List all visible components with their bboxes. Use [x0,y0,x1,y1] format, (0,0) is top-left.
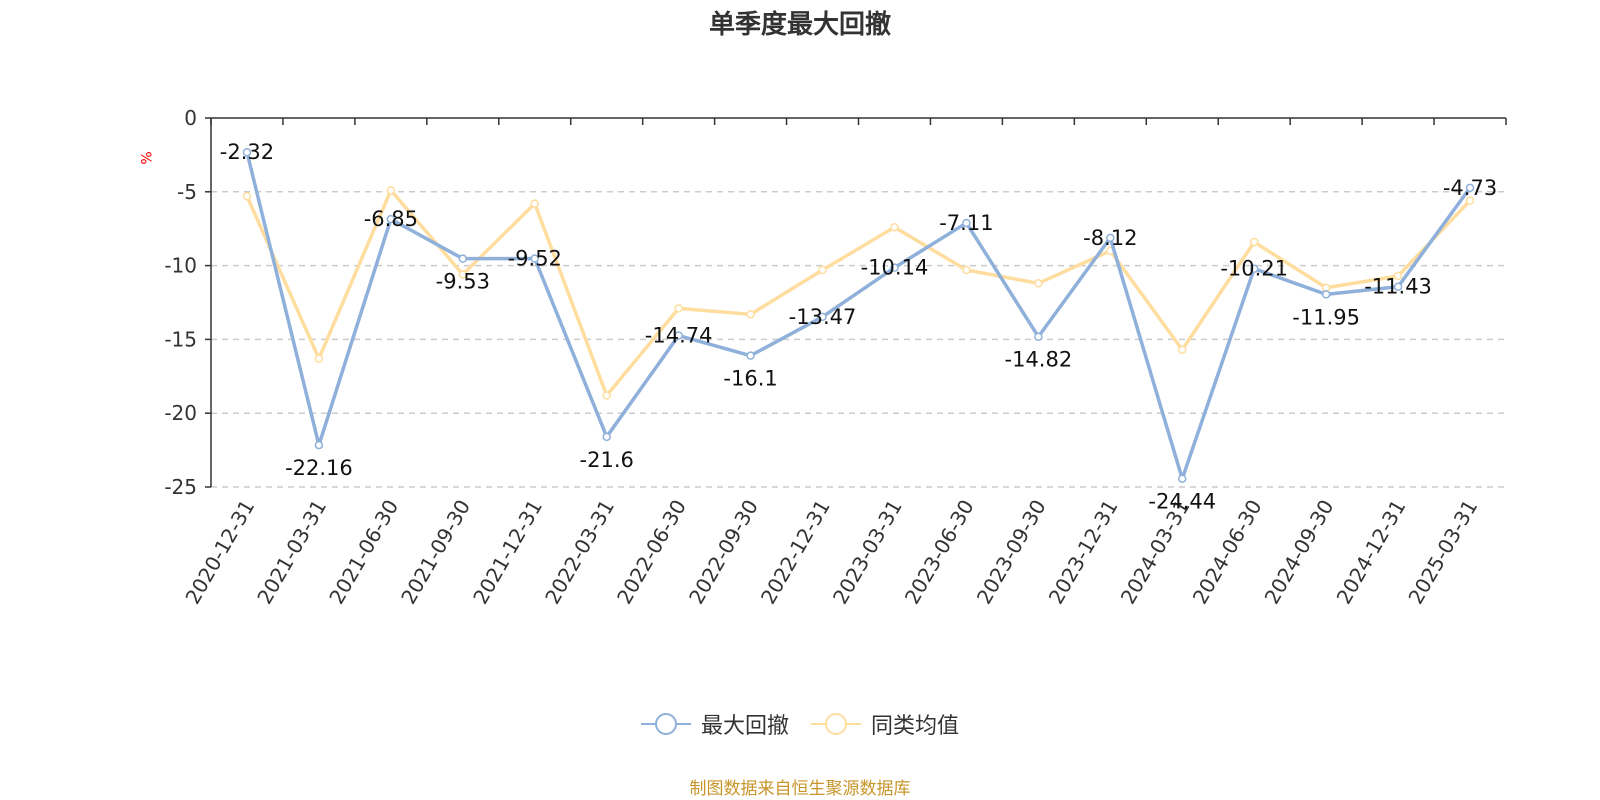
x-tick-label: 2023-06-30 [900,496,979,609]
data-label: -22.16 [285,456,353,480]
data-label: -8.12 [1083,226,1137,250]
legend: 最大回撤 同类均值 [0,708,1600,740]
x-tick-label: 2024-09-30 [1260,496,1339,609]
data-point[interactable] [1465,183,1475,193]
data-label: -9.52 [508,247,562,271]
x-tick-label: 2020-12-31 [180,496,259,609]
legend-label-max-drawdown: 最大回撤 [700,714,789,739]
legend-marker-max-drawdown-icon [640,713,691,735]
data-label: -10.21 [1220,257,1288,281]
legend-item-peer-average[interactable]: 同类均值 [811,708,959,740]
legend-item-max-drawdown[interactable]: 最大回撤 [640,708,789,740]
data-point[interactable] [314,354,324,363]
y-tick-label: -5 [177,180,197,204]
y-tick-label: -25 [164,475,197,499]
data-source-note: 制图数据来自恒生聚源数据库 [689,779,911,799]
data-label: -24.44 [1148,490,1216,514]
x-tick-label: 2022-12-31 [756,496,835,609]
x-tick-label: 2021-06-30 [324,495,403,608]
grid-lines [211,191,1506,488]
data-point[interactable] [530,254,539,263]
x-tick-label: 2022-03-31 [540,496,619,609]
x-tick-label: 2025-03-31 [1403,496,1482,609]
data-label: -16.1 [723,367,777,391]
data-point[interactable] [602,432,611,442]
data-point[interactable] [1465,196,1475,205]
x-tick-label: 2023-09-30 [972,496,1051,609]
data-point[interactable] [530,199,539,208]
data-point[interactable] [1393,282,1403,291]
data-point[interactable] [1106,233,1115,243]
x-tick-label: 2024-12-31 [1332,496,1411,609]
data-label: -14.74 [645,324,713,348]
data-point[interactable] [602,391,611,400]
line-chart: 0-5-10-15-20-252020-12-312021-03-312021-… [164,106,1507,609]
y-tick-label: -15 [164,327,197,351]
data-label: -6.85 [364,207,418,231]
data-point[interactable] [458,270,468,279]
data-labels: -2.32 -22.16 -6.85 -9.53 -9.52 -21.6 -14.74 -16… [220,140,1497,513]
data-label: -13.47 [789,305,857,329]
chart-title: 单季度最大回撤 [708,10,891,40]
data-point[interactable] [1321,290,1331,299]
data-point[interactable] [890,222,899,232]
y-tick-label: -20 [164,401,197,425]
data-point[interactable] [1249,237,1259,247]
data-point[interactable] [1393,271,1403,281]
axes: 0-5-10-15-20-252020-12-312021-03-312021-… [164,106,1507,609]
data-label: -11.43 [1364,275,1432,299]
data-label: -9.53 [436,270,490,294]
data-point[interactable] [746,351,755,360]
series-lines [242,147,1475,483]
data-point[interactable] [242,191,252,201]
legend-label-peer-average: 同类均值 [871,714,960,739]
data-label: -7.11 [939,211,993,235]
data-label: -11.95 [1292,305,1360,329]
x-tick-label: 2022-06-30 [612,496,691,609]
x-tick-label: 2021-03-31 [252,496,331,609]
x-tick-label: 2021-09-30 [396,496,475,609]
data-point[interactable] [818,265,827,275]
x-tick-label: 2023-12-31 [1044,496,1123,609]
x-tick-label: 2023-03-31 [828,496,907,609]
data-point[interactable] [386,214,396,224]
data-point[interactable] [962,218,971,228]
data-point[interactable] [1178,345,1187,354]
data-point[interactable] [314,440,324,450]
y-tick-label: 0 [184,106,197,130]
y-tick-label: -10 [164,254,197,278]
data-point[interactable] [746,310,755,319]
data-point[interactable] [1034,279,1043,288]
data-point[interactable] [386,186,396,195]
data-point[interactable] [674,304,683,313]
data-label: -14.82 [1005,348,1073,372]
data-point[interactable] [962,265,971,275]
data-point[interactable] [818,312,827,322]
data-point[interactable] [890,263,899,272]
data-point[interactable] [674,331,683,340]
legend-marker-peer-average-icon [811,713,861,735]
data-point[interactable] [458,254,468,263]
data-label: -21.6 [580,448,634,472]
data-point[interactable] [242,147,252,157]
series-line-0 [245,151,1472,481]
series-line-1 [245,188,1472,398]
data-label: -2.32 [220,140,274,164]
data-label: -4.73 [1443,176,1497,200]
data-point[interactable] [1249,264,1259,273]
data-label: -10.14 [861,256,929,280]
x-tick-label: 2021-12-31 [468,496,547,609]
data-point[interactable] [1178,474,1187,483]
x-tick-label: 2022-09-30 [684,496,763,609]
data-point[interactable] [1034,332,1043,341]
